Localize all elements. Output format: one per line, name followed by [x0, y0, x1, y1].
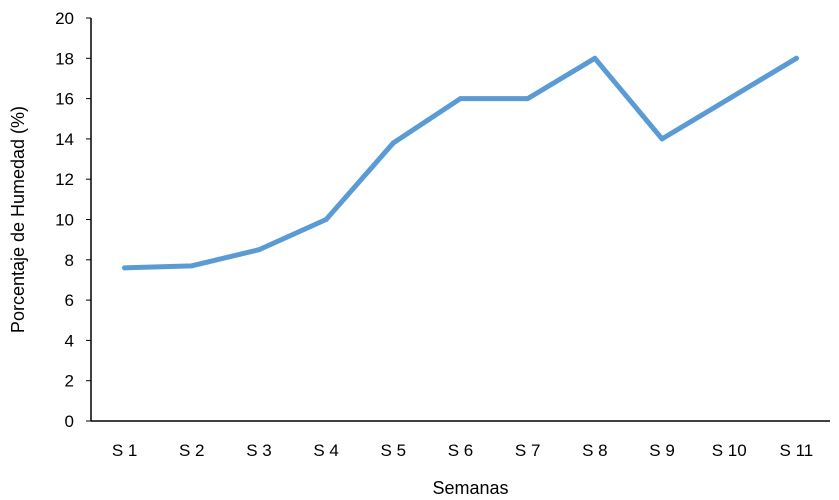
data-point [659, 136, 665, 142]
data-point [525, 96, 531, 102]
data-point [793, 55, 799, 61]
data-point [323, 217, 329, 222]
series-line [122, 55, 799, 271]
x-axis-title: Semanas [432, 478, 508, 498]
y-tick-label: 10 [55, 211, 74, 230]
data-point [726, 96, 732, 102]
x-tick-label: S 8 [582, 441, 608, 460]
x-tick-label: S 9 [649, 441, 675, 460]
y-tick-label: 20 [55, 9, 74, 28]
x-tick-label: S 2 [179, 441, 205, 460]
y-tick-label: 2 [65, 372, 74, 391]
y-tick-label: 12 [55, 170, 74, 189]
x-axis-ticks: S 1 S 2 S 3 S 4 S 5 S 6 S 7 S 8 S 9 S 10 S 11 [112, 441, 813, 460]
x-tick-label: S 5 [381, 441, 407, 460]
y-tick-label: 6 [65, 291, 74, 310]
data-point [592, 55, 598, 61]
data-point [256, 247, 262, 253]
y-axis-ticks: 0 2 4 6 8 10 12 14 16 18 20 [55, 9, 91, 431]
x-tick-label: S 7 [515, 441, 541, 460]
y-tick-label: 8 [65, 251, 74, 270]
x-tick-label: S 3 [246, 441, 272, 460]
y-tick-label: 0 [65, 412, 74, 431]
data-point [122, 265, 128, 271]
data-point [390, 140, 396, 146]
series-layer [122, 55, 799, 271]
data-point [189, 263, 195, 269]
y-tick-label: 14 [55, 130, 74, 149]
x-tick-label: S 6 [448, 441, 474, 460]
y-tick-label: 16 [55, 90, 74, 109]
x-tick-label: S 4 [313, 441, 339, 460]
x-tick-label: S 11 [780, 441, 814, 460]
data-point [458, 96, 463, 102]
y-tick-label: 4 [65, 331, 74, 350]
x-tick-label: S 1 [112, 441, 138, 460]
y-axis-title: Porcentaje de Humedad (%) [8, 106, 28, 333]
y-tick-label: 18 [55, 49, 74, 68]
x-tick-label: S 10 [712, 441, 747, 460]
